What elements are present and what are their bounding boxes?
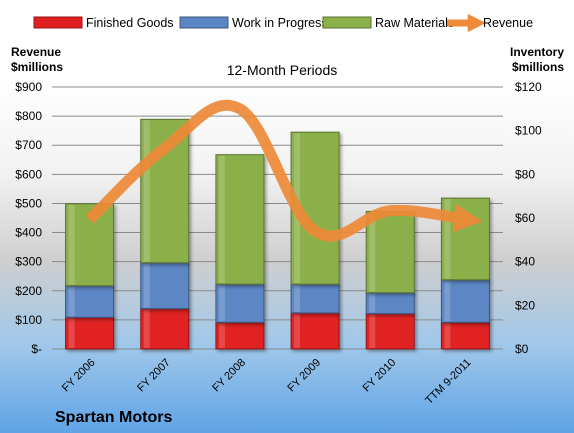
left-tick-label: $700: [15, 138, 42, 152]
left-axis-title-line2: $millions: [11, 60, 63, 74]
legend-label-revenue: Revenue: [483, 16, 533, 30]
x-tick-label: TTM 9-2011: [423, 357, 473, 407]
right-tick-label: $40: [515, 255, 535, 269]
bar-highlight: [444, 199, 451, 279]
bar-highlight: [143, 309, 150, 348]
company-name: Spartan Motors: [55, 409, 172, 426]
bars: [65, 118, 490, 350]
gridlines: [52, 86, 503, 350]
bar-segment-finished-goods: [65, 316, 115, 350]
legend-swatch-finished-goods: [33, 16, 83, 29]
x-tick-label: FY 2009: [285, 357, 323, 395]
bar-highlight: [218, 155, 225, 284]
bar-highlight: [369, 212, 376, 292]
bar-segment-raw-materials: [215, 154, 265, 285]
x-tick-label: FY 2010: [361, 357, 399, 395]
revenue-line-path: [85, 99, 483, 242]
bar-highlight: [68, 318, 75, 348]
x-axis-ticks: FY 2006 FY 2007 FY 2008 FY 2009 FY 2010 TTM 9…: [60, 357, 474, 407]
legend-swatch-work-in-progress: [179, 16, 229, 29]
legend-label-finished-goods: Finished Goods: [86, 16, 174, 30]
right-tick-label: $0: [515, 342, 529, 356]
right-tick-label: $20: [515, 298, 535, 312]
bar-segment-work-in-progress: [290, 283, 340, 314]
bar-highlight: [444, 323, 451, 348]
right-axis-title-line2: $millions: [512, 60, 564, 74]
x-tick-label: FY 2007: [135, 357, 173, 395]
left-tick-label: $100: [15, 313, 42, 327]
bar-highlight: [369, 293, 376, 313]
right-axis-title-line1: Inventory: [510, 45, 564, 59]
x-tick-label: FY 2006: [60, 357, 98, 395]
legend-swatch-raw-materials: [322, 16, 372, 29]
bar-highlight: [143, 120, 150, 262]
bar-segment-finished-goods: [140, 308, 190, 350]
bar-highlight: [68, 204, 75, 285]
bar-highlight: [294, 285, 301, 312]
left-tick-label: $800: [15, 109, 42, 123]
right-tick-label: $60: [515, 211, 535, 225]
legend-label-work-in-progress: Work in Progress: [232, 16, 328, 30]
x-tick-label: FY 2008: [210, 357, 248, 395]
bar-highlight: [294, 313, 301, 348]
bar-highlight: [143, 263, 150, 308]
bar-highlight: [68, 286, 75, 317]
bar-segment-finished-goods: [365, 313, 415, 350]
bar-highlight: [218, 285, 225, 322]
left-axis-ticks: $- $100 $200 $300 $400 $500 $600 $700 $800 $900: [15, 80, 42, 356]
left-tick-label: $200: [15, 284, 42, 298]
revenue-line: [85, 99, 483, 242]
bar-segment-finished-goods: [440, 321, 490, 350]
right-tick-label: $100: [515, 124, 542, 138]
bar-highlight: [444, 280, 451, 322]
left-tick-label: $900: [15, 80, 42, 94]
right-axis-ticks: $0 $20 $40 $60 $80 $100 $120: [515, 80, 542, 356]
bar-segment-work-in-progress: [140, 262, 190, 310]
right-tick-label: $80: [515, 167, 535, 181]
legend-label-raw-materials: Raw Materials: [375, 16, 454, 30]
legend: Finished Goods Work in Progress Raw Materi…: [33, 13, 533, 33]
left-tick-label: $300: [15, 255, 42, 269]
left-tick-label: $400: [15, 226, 42, 240]
left-axis-title-line1: Revenue: [11, 45, 61, 59]
bar-segment-work-in-progress: [440, 279, 490, 323]
left-tick-label: $600: [15, 167, 42, 181]
right-tick-label: $120: [515, 80, 542, 94]
bar-segment-work-in-progress: [65, 285, 115, 318]
bar-highlight: [218, 323, 225, 348]
bar-segment-finished-goods: [290, 312, 340, 350]
chart-title: 12-Month Periods: [227, 62, 338, 78]
bar-highlight: [369, 314, 376, 348]
left-tick-label: $500: [15, 196, 42, 210]
left-tick-label: $-: [31, 342, 42, 356]
